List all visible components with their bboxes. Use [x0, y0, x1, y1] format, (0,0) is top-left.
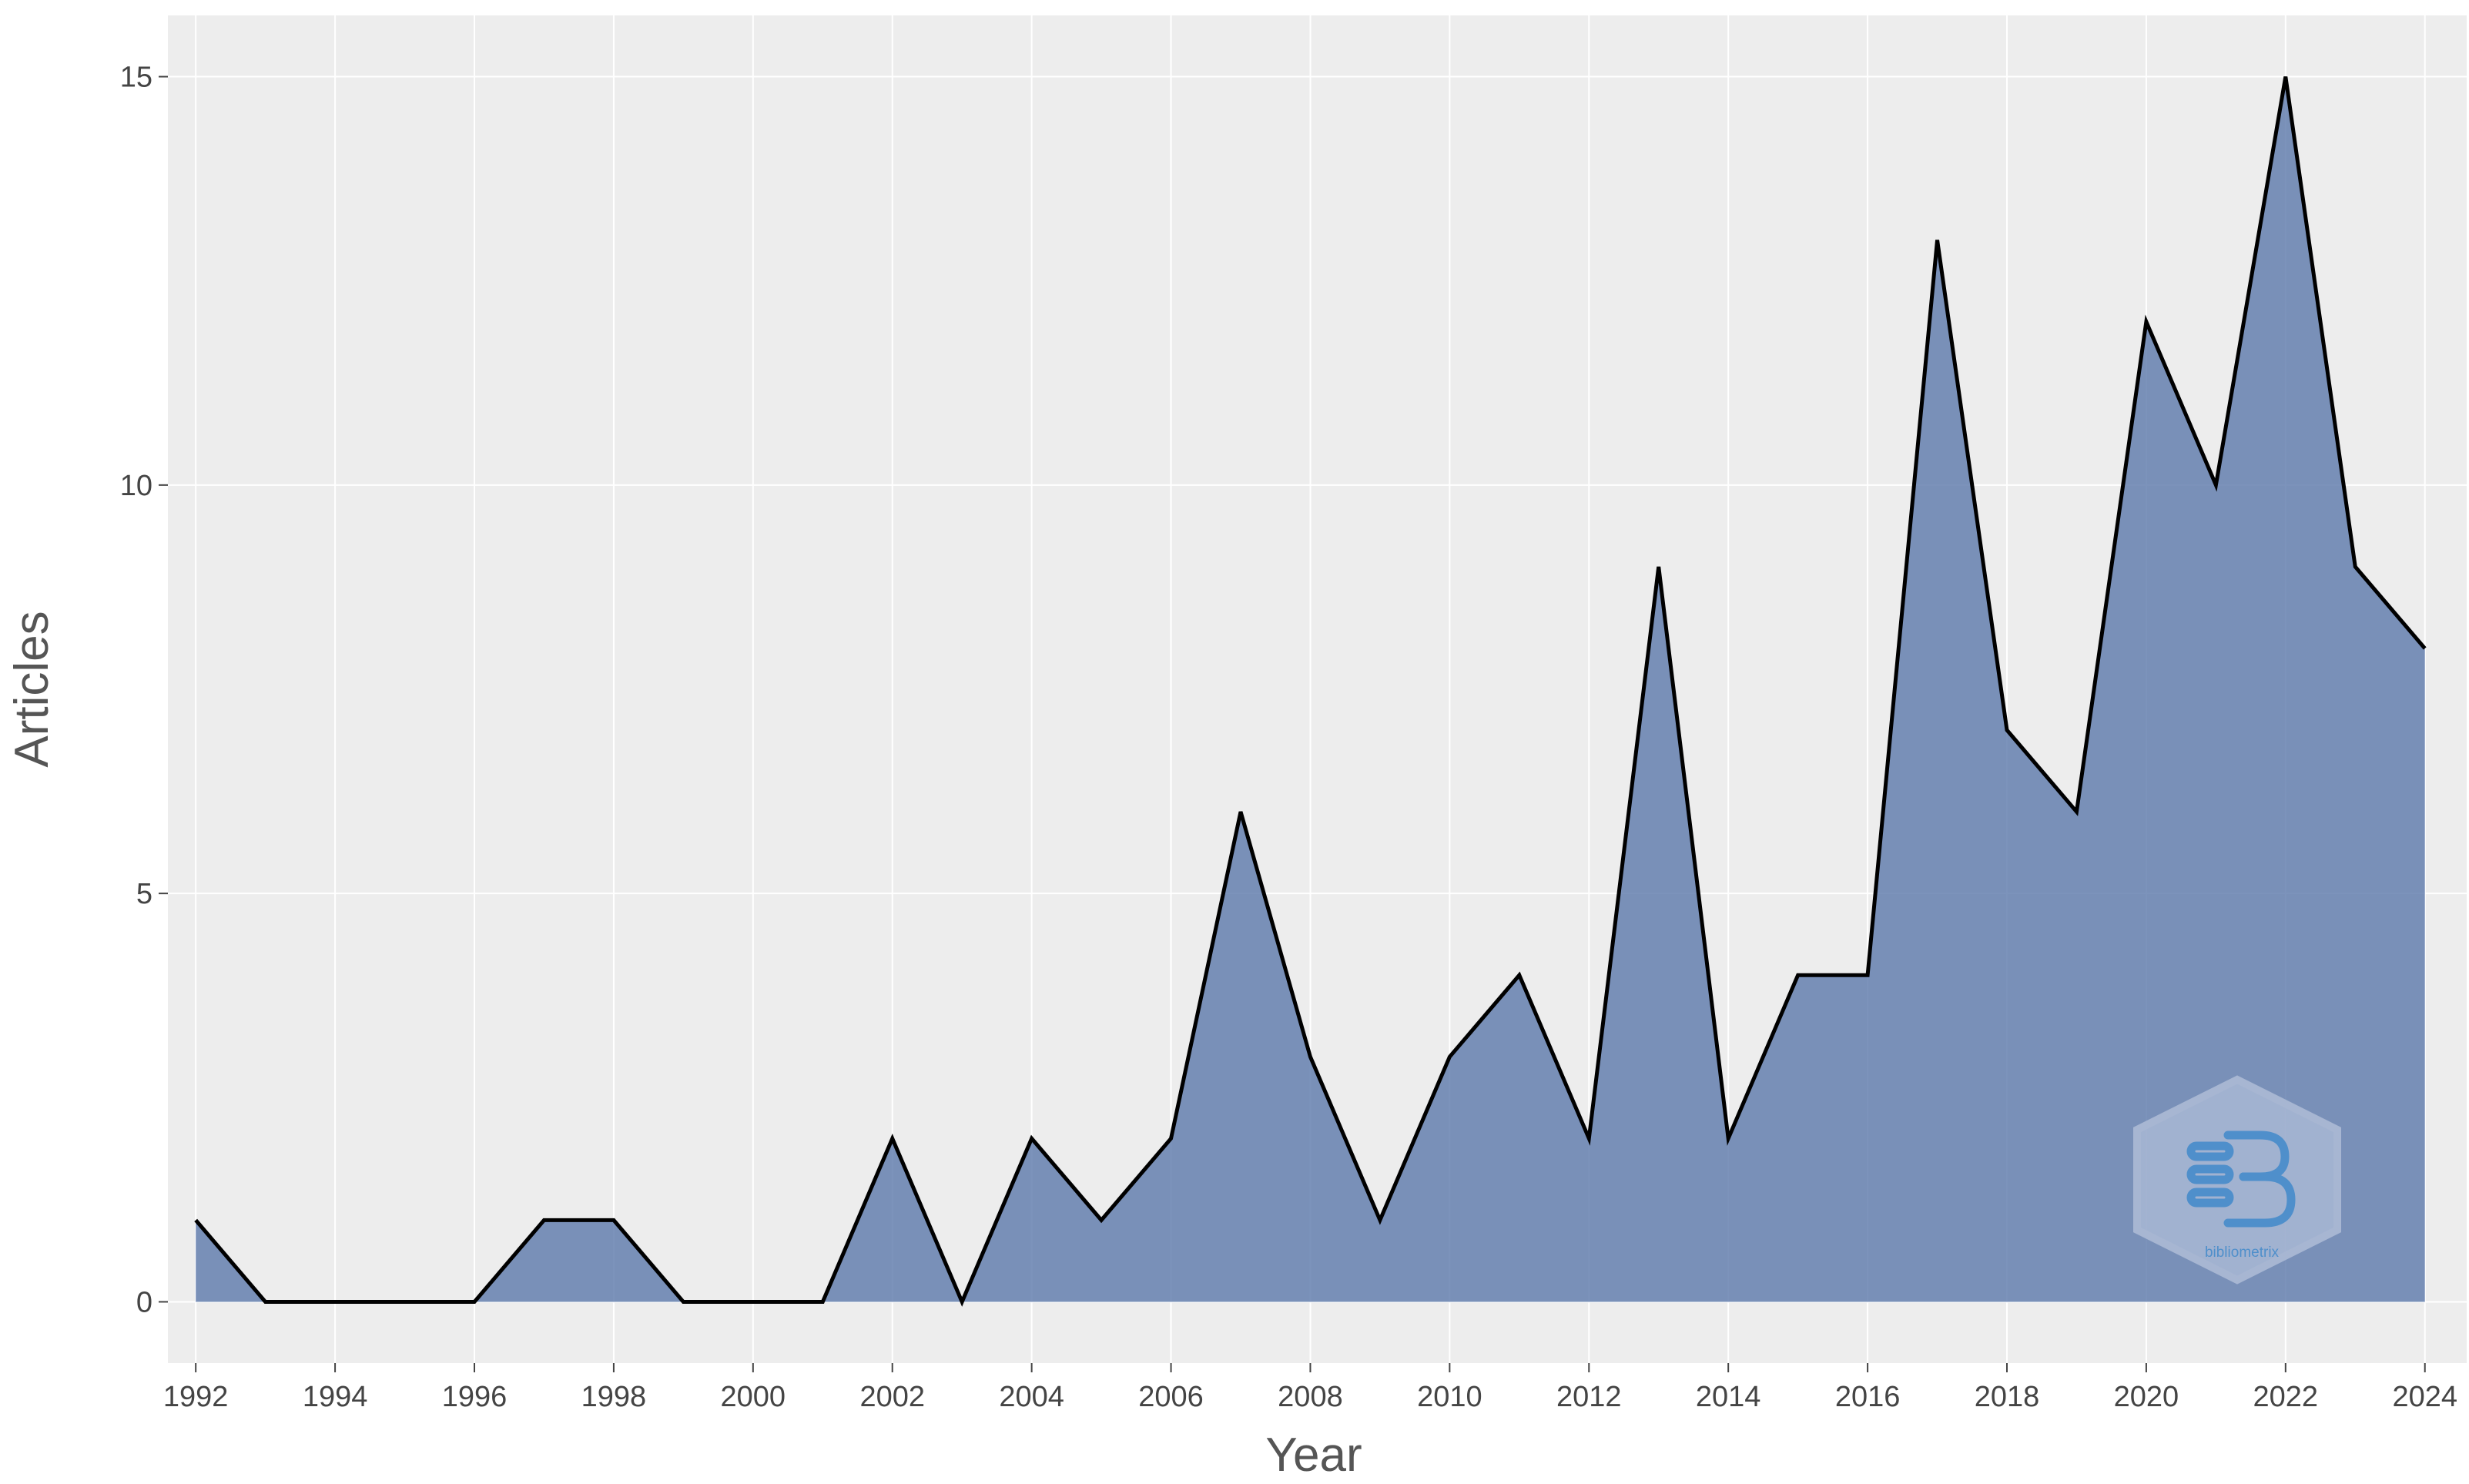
- data-point-2021: [2211, 481, 2220, 490]
- x-tick-label: 2022: [2253, 1381, 2319, 1413]
- data-point-2014: [1724, 1134, 1733, 1143]
- data-point-2008: [1305, 1052, 1315, 1061]
- data-point-2017: [1933, 236, 1942, 245]
- data-point-2006: [1167, 1134, 1176, 1143]
- y-tick-label: 10: [120, 470, 152, 502]
- data-point-2000: [749, 1297, 758, 1306]
- data-point-2019: [2072, 807, 2081, 816]
- y-axis-ticks: 0 5 10 15: [120, 62, 168, 1318]
- data-point-2020: [2142, 317, 2151, 327]
- data-point-1993: [261, 1297, 270, 1306]
- x-tick-label: 2024: [2392, 1381, 2457, 1413]
- x-tick-label: 2004: [999, 1381, 1064, 1413]
- watermark-text: bibliometrix: [2205, 1244, 2280, 1261]
- x-tick-label: 1998: [581, 1381, 647, 1413]
- data-point-1998: [609, 1215, 618, 1224]
- data-point-2004: [1027, 1134, 1037, 1143]
- x-tick-label: 1992: [163, 1381, 229, 1413]
- watermark-hexagon-icon: [2133, 1075, 2341, 1285]
- watermark-logo: bibliometrix: [2133, 1075, 2341, 1285]
- data-point-1996: [470, 1297, 479, 1306]
- data-point-2018: [2002, 725, 2012, 735]
- x-tick-label: 2000: [721, 1381, 786, 1413]
- x-tick-label: 2020: [2114, 1381, 2179, 1413]
- data-point-2007: [1236, 807, 1245, 816]
- data-point-2002: [888, 1134, 897, 1143]
- y-tick-label: 15: [120, 62, 152, 94]
- data-point-1999: [678, 1297, 688, 1306]
- data-point-1997: [539, 1215, 548, 1224]
- y-tick-label: 0: [136, 1286, 152, 1318]
- data-point-1995: [400, 1297, 410, 1306]
- x-tick-label: 1996: [442, 1381, 508, 1413]
- y-axis-title: Articles: [5, 611, 59, 767]
- data-point-2024: [2420, 644, 2430, 653]
- data-point-2010: [1445, 1052, 1454, 1061]
- x-axis-ticks: 1992 1994 1996 1998 2000 2002 2004 2006 2008 2010…: [163, 1363, 2457, 1413]
- data-point-2015: [1794, 970, 1803, 980]
- data-point-1994: [330, 1297, 340, 1306]
- data-point-2023: [2350, 562, 2360, 571]
- x-tick-label: 2008: [1278, 1381, 1343, 1413]
- data-point-2003: [957, 1297, 966, 1306]
- data-point-2001: [818, 1297, 827, 1306]
- bibliometrix-b-icon: [2186, 1131, 2296, 1228]
- data-point-2005: [1097, 1215, 1106, 1224]
- data-point-1992: [191, 1215, 200, 1224]
- area-layer: [194, 76, 2427, 1307]
- series-line: [194, 76, 2427, 1307]
- x-tick-label: 2006: [1138, 1381, 1204, 1413]
- x-tick-label: 2002: [859, 1381, 925, 1413]
- data-point-2011: [1515, 970, 1524, 980]
- y-tick-label: 5: [136, 878, 152, 910]
- x-tick-label: 2016: [1835, 1381, 1901, 1413]
- x-tick-label: 1994: [303, 1381, 368, 1413]
- data-point-2022: [2281, 72, 2290, 82]
- data-point-2016: [1863, 970, 1872, 980]
- data-point-2009: [1375, 1215, 1385, 1224]
- x-tick-label: 2014: [1696, 1381, 1761, 1413]
- x-tick-label: 2010: [1417, 1381, 1482, 1413]
- area-fill: [196, 76, 2425, 1302]
- x-tick-label: 2018: [1975, 1381, 2040, 1413]
- x-axis-title: Year: [1265, 1429, 1362, 1482]
- x-tick-label: 2012: [1556, 1381, 1622, 1413]
- data-point-2013: [1654, 562, 1663, 571]
- data-point-2012: [1584, 1134, 1593, 1143]
